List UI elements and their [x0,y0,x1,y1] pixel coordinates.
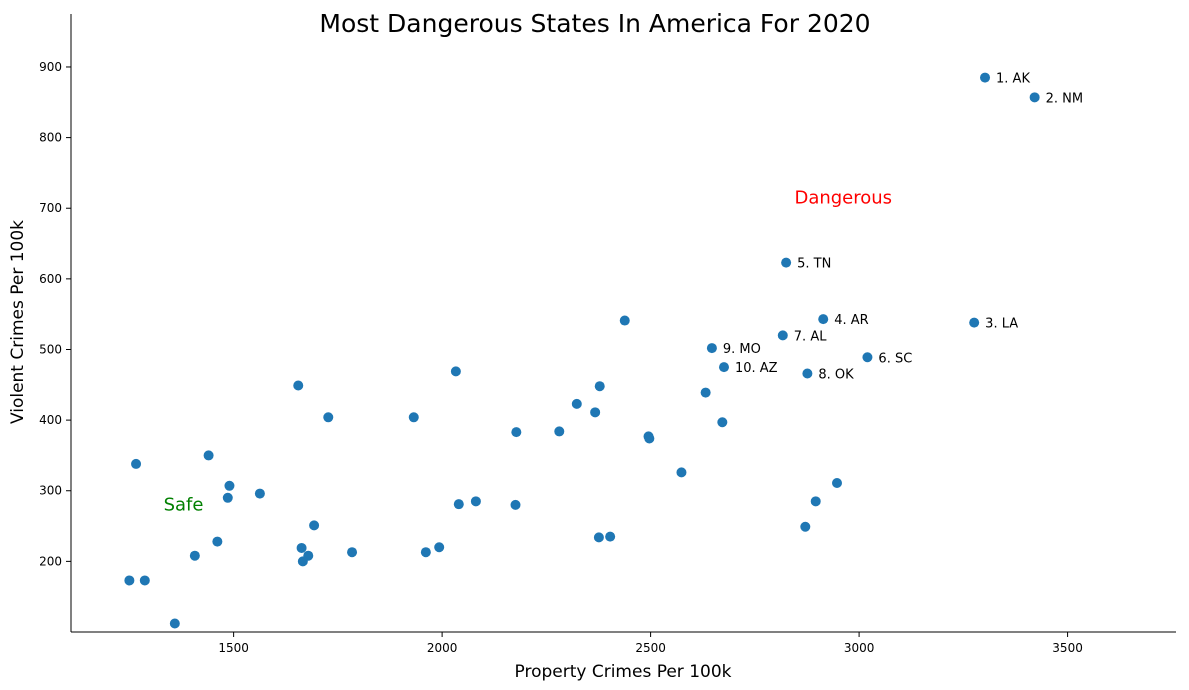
y-tick-label: 800 [39,131,62,145]
y-axis-label: Violent Crimes Per 100k [8,220,28,424]
data-point [777,330,788,341]
y-tick-label: 200 [39,554,62,568]
point-label: 6. SC [878,351,912,366]
y-tick-label: 600 [39,272,62,286]
data-point [510,499,521,510]
region-annotation: Safe [164,495,204,516]
data-point [700,387,711,398]
y-tick-label: 700 [39,201,62,215]
data-point [293,380,304,391]
data-point [717,417,728,428]
data-point [434,542,445,553]
data-point [676,467,687,478]
point-label: 8. OK [818,367,854,382]
data-point [818,314,829,325]
data-point [323,412,334,423]
data-point [644,433,655,444]
data-point [189,550,200,561]
data-point [212,536,223,547]
data-point [347,547,358,558]
y-tick-label: 400 [39,413,62,427]
point-label: 2. NM [1046,91,1083,106]
data-point [139,575,150,586]
data-point [594,381,605,392]
point-label: 10. AZ [735,361,778,376]
x-tick-label: 3500 [1052,641,1083,655]
point-label: 9. MO [723,342,761,357]
data-point [969,317,980,328]
data-point [169,618,180,629]
data-point [450,366,461,377]
point-label: 5. TN [797,257,831,272]
data-point [124,575,135,586]
data-point [831,477,842,488]
data-point [706,343,717,354]
data-point [1029,92,1040,103]
y-tick-label: 300 [39,484,62,498]
data-point [453,499,464,510]
data-point [605,531,616,542]
point-label: 3. LA [985,317,1018,332]
data-point [802,368,813,379]
point-label: 4. AR [834,313,868,328]
point-label: 7. AL [794,329,827,344]
data-point [718,362,729,373]
data-point [781,257,792,268]
data-point [296,542,307,553]
y-tick-label: 900 [39,60,62,74]
data-point [554,426,565,437]
data-point [980,72,991,83]
data-point [470,496,481,507]
data-point [862,352,873,363]
x-tick-label: 1500 [218,641,249,655]
data-point [309,520,320,531]
data-point [254,488,265,499]
data-point [131,458,142,469]
data-point [593,532,604,543]
x-tick-label: 3000 [844,641,875,655]
x-axis-label: Property Crimes Per 100k [515,662,732,682]
data-point [810,496,821,507]
y-tick-label: 500 [39,342,62,356]
data-point [800,521,811,532]
data-point [222,492,233,503]
data-point [224,480,235,491]
chart-title: Most Dangerous States In America For 202… [319,9,870,38]
data-point [420,547,431,558]
data-point [511,427,522,438]
data-point [571,398,582,409]
data-point [203,450,214,461]
data-point [297,556,308,567]
data-point [590,407,601,418]
region-annotation: Dangerous [794,187,892,208]
point-label: 1. AK [996,72,1030,87]
x-tick-label: 2000 [427,641,458,655]
data-point [408,412,419,423]
x-tick-label: 2500 [635,641,666,655]
data-point [619,315,630,326]
